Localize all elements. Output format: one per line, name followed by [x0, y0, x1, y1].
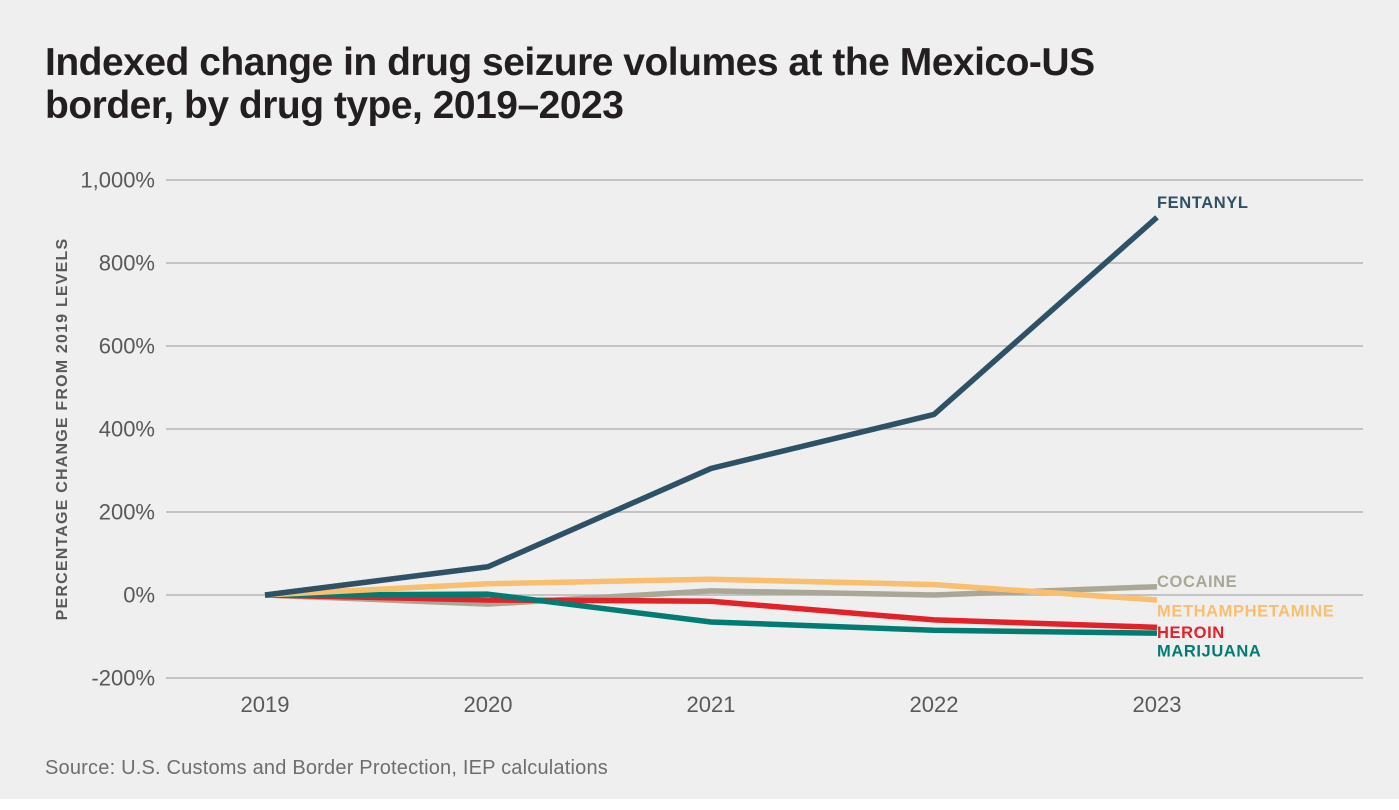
x-tick-label-2023: 2023	[1133, 692, 1182, 717]
y-axis-title: PERCENTAGE CHANGE FROM 2019 LEVELS	[54, 238, 71, 621]
x-tick-label-2022: 2022	[910, 692, 959, 717]
series-line-marijuana	[264, 591, 1158, 636]
y-tick-label: -200%	[91, 666, 155, 691]
series-line-heroin	[264, 592, 1158, 631]
x-tick-label-2021: 2021	[687, 692, 736, 717]
y-tick-label: 400%	[99, 417, 155, 442]
y-tick-label: 200%	[99, 500, 155, 525]
y-tick-label: 0%	[123, 583, 155, 608]
series-label-cocaine: COCAINE	[1157, 573, 1237, 591]
series-line-methamphetamine	[264, 576, 1158, 603]
x-tick-label-2020: 2020	[464, 692, 513, 717]
series-label-heroin: HEROIN	[1157, 624, 1225, 642]
page-title: Indexed change in drug seizure volumes a…	[45, 41, 1095, 127]
x-tick-label-2019: 2019	[241, 692, 290, 717]
source-note: Source: U.S. Customs and Border Protecti…	[45, 757, 609, 779]
y-tick-label: 800%	[99, 251, 155, 276]
y-tick-label: 600%	[99, 334, 155, 359]
series-line-fentanyl	[264, 215, 1159, 598]
series-label-marijuana: MARIJUANA	[1157, 643, 1261, 661]
series-label-fentanyl: FENTANYL	[1157, 194, 1249, 212]
y-tick-label: 1,000%	[80, 168, 155, 193]
bottom-strip	[0, 799, 1399, 810]
series-label-methamphetamine: METHAMPHETAMINE	[1157, 602, 1334, 620]
